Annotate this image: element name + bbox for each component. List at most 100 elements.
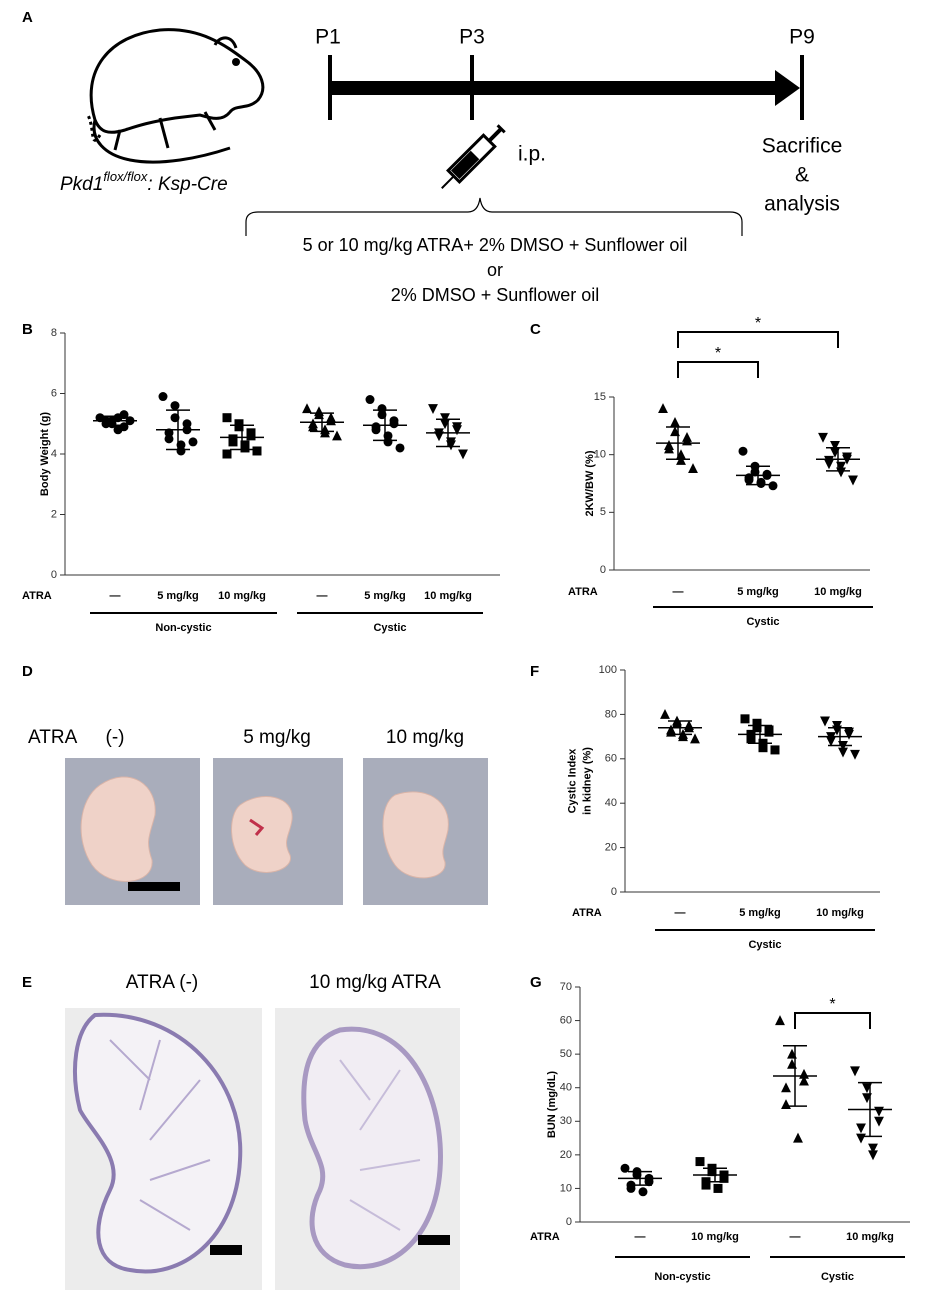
y-tick-label: 80 [605, 708, 617, 720]
data-point [620, 1163, 630, 1173]
y-tick-label: 10 [560, 1182, 572, 1194]
data-point [389, 419, 399, 429]
group-label: Cystic [373, 622, 406, 634]
timepoint: P3 [459, 26, 485, 49]
y-axis-label: 2KW/BW (%) [584, 450, 596, 516]
y-tick-label: 6 [51, 387, 57, 399]
data-point [868, 1143, 878, 1154]
data-point [844, 729, 854, 740]
x-tick-label: 10 mg/kg [846, 1231, 894, 1243]
data-point [434, 431, 444, 442]
y-tick-label: 0 [611, 886, 617, 898]
data-point [658, 403, 668, 414]
x-tick-label: — [317, 590, 328, 602]
syringe-icon [441, 124, 506, 189]
data-point [793, 1132, 803, 1143]
data-point [770, 745, 780, 755]
y-tick-label: 30 [560, 1115, 572, 1127]
data-point [678, 731, 688, 742]
x-tick-label: 5 mg/kg [157, 590, 199, 602]
data-point [164, 434, 174, 444]
data-point [222, 449, 232, 459]
data-point [868, 1150, 878, 1161]
data-point [452, 425, 462, 436]
strain-cre: : Ksp-Cre [147, 174, 227, 195]
y-tick-label: 0 [566, 1216, 572, 1228]
strain-gene: Pkd1 [60, 174, 103, 195]
x-tick-label: 5 mg/kg [739, 907, 781, 919]
x-tick-label: 10 mg/kg [816, 907, 864, 919]
data-point [781, 1099, 791, 1109]
data-point [670, 416, 680, 427]
group-label: Cystic [748, 939, 781, 951]
data-point [240, 443, 250, 453]
column-label: 5 mg/kg [243, 727, 311, 748]
significance-bracket [677, 331, 839, 348]
y-axis-label: Body Weight (g) [39, 412, 51, 496]
injection-route: i.p. [518, 143, 546, 166]
data-point [701, 1180, 711, 1190]
kidney-photos [65, 758, 488, 905]
y-tick-label: 10 [594, 449, 606, 461]
x-tick-label: 10 mg/kg [424, 590, 472, 602]
group-label: Cystic [821, 1271, 854, 1283]
data-point [824, 459, 834, 470]
data-point [713, 1183, 723, 1193]
data-point [740, 714, 750, 724]
treatment-line: 5 or 10 mg/kg ATRA+ 2% DMSO + Sunflower … [303, 235, 688, 255]
group-label: Non-cystic [654, 1271, 710, 1283]
brace [245, 197, 743, 236]
data-point [688, 463, 698, 474]
y-tick-label: 20 [560, 1149, 572, 1161]
data-point [850, 749, 860, 760]
data-point [781, 1082, 791, 1093]
y-tick-label: 20 [605, 842, 617, 854]
data-point [826, 736, 836, 747]
panel-label: A [22, 9, 33, 26]
strain-label: Pkd1flox/flox: Ksp-Cre [60, 169, 228, 195]
data-point [228, 437, 238, 447]
data-point [332, 430, 342, 441]
y-tick-label: 70 [560, 981, 572, 993]
data-point [838, 747, 848, 758]
x-tick-label: 10 mg/kg [691, 1231, 739, 1243]
x-tick-label: — [110, 590, 121, 602]
data-point [626, 1183, 636, 1193]
significance-bracket [677, 361, 759, 378]
data-point [874, 1106, 884, 1117]
data-point [744, 475, 754, 485]
data-point [664, 443, 674, 454]
data-point [758, 743, 768, 753]
panel-label: E [22, 974, 32, 991]
data-point [428, 404, 438, 415]
data-point [170, 401, 180, 411]
data-point [850, 1066, 860, 1077]
x-tick-label: 10 mg/kg [218, 590, 266, 602]
data-point [856, 1123, 866, 1134]
group-label: Cystic [746, 616, 779, 628]
panel-label: G [530, 974, 542, 991]
column-label: 10 mg/kg ATRA [309, 972, 441, 993]
kidney-sections [65, 1008, 460, 1290]
y-tick-label: 0 [600, 564, 606, 576]
y-tick-label: 4 [51, 448, 57, 460]
data-point [707, 1167, 717, 1177]
x-tick-label: 10 mg/kg [814, 586, 862, 598]
row-label: ATRA [22, 590, 52, 602]
data-point [320, 427, 330, 438]
y-axis-label: BUN (mg/dL) [546, 1071, 558, 1139]
endpoint-line: Sacrifice [762, 135, 843, 158]
group-label: Non-cystic [155, 622, 211, 634]
data-point [768, 481, 778, 491]
data-point [158, 392, 168, 402]
data-point [818, 432, 828, 443]
data-point [695, 1157, 705, 1167]
data-point [752, 723, 762, 733]
strain-allele: flox/flox [103, 169, 148, 184]
y-tick-label: 8 [51, 327, 57, 339]
panel-label: C [530, 321, 541, 338]
data-point [764, 727, 774, 737]
data-point [113, 425, 123, 435]
y-tick-label: 40 [560, 1082, 572, 1094]
